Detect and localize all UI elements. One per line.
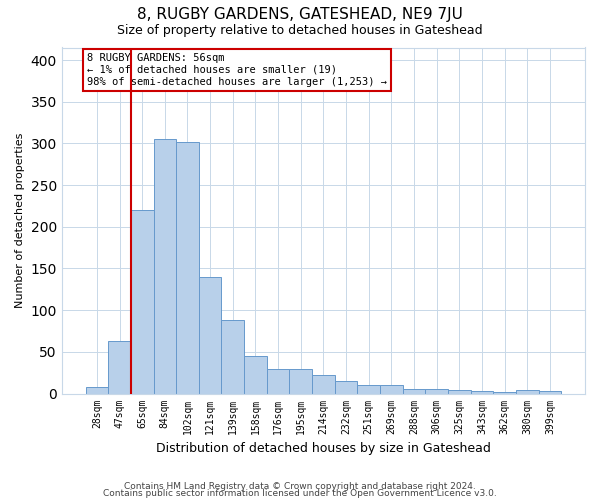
Bar xyxy=(244,356,267,394)
Text: Contains public sector information licensed under the Open Government Licence v3: Contains public sector information licen… xyxy=(103,490,497,498)
Text: 8, RUGBY GARDENS, GATESHEAD, NE9 7JU: 8, RUGBY GARDENS, GATESHEAD, NE9 7JU xyxy=(137,8,463,22)
Bar xyxy=(154,139,176,394)
Bar xyxy=(403,390,425,394)
Bar xyxy=(267,368,289,394)
Bar xyxy=(358,385,380,394)
Bar xyxy=(425,390,448,394)
Bar xyxy=(539,391,561,394)
Bar xyxy=(199,277,221,394)
Bar xyxy=(448,390,470,394)
Bar xyxy=(493,392,516,394)
Bar xyxy=(289,368,312,394)
X-axis label: Distribution of detached houses by size in Gateshead: Distribution of detached houses by size … xyxy=(156,442,491,455)
Bar xyxy=(176,142,199,394)
Text: Size of property relative to detached houses in Gateshead: Size of property relative to detached ho… xyxy=(117,24,483,37)
Bar xyxy=(312,375,335,394)
Bar xyxy=(470,391,493,394)
Bar xyxy=(221,320,244,394)
Bar xyxy=(335,381,358,394)
Bar xyxy=(108,341,131,394)
Bar xyxy=(131,210,154,394)
Bar xyxy=(86,387,108,394)
Y-axis label: Number of detached properties: Number of detached properties xyxy=(15,133,25,308)
Bar xyxy=(516,390,539,394)
Bar xyxy=(380,385,403,394)
Text: 8 RUGBY GARDENS: 56sqm
← 1% of detached houses are smaller (19)
98% of semi-deta: 8 RUGBY GARDENS: 56sqm ← 1% of detached … xyxy=(87,54,387,86)
Text: Contains HM Land Registry data © Crown copyright and database right 2024.: Contains HM Land Registry data © Crown c… xyxy=(124,482,476,491)
